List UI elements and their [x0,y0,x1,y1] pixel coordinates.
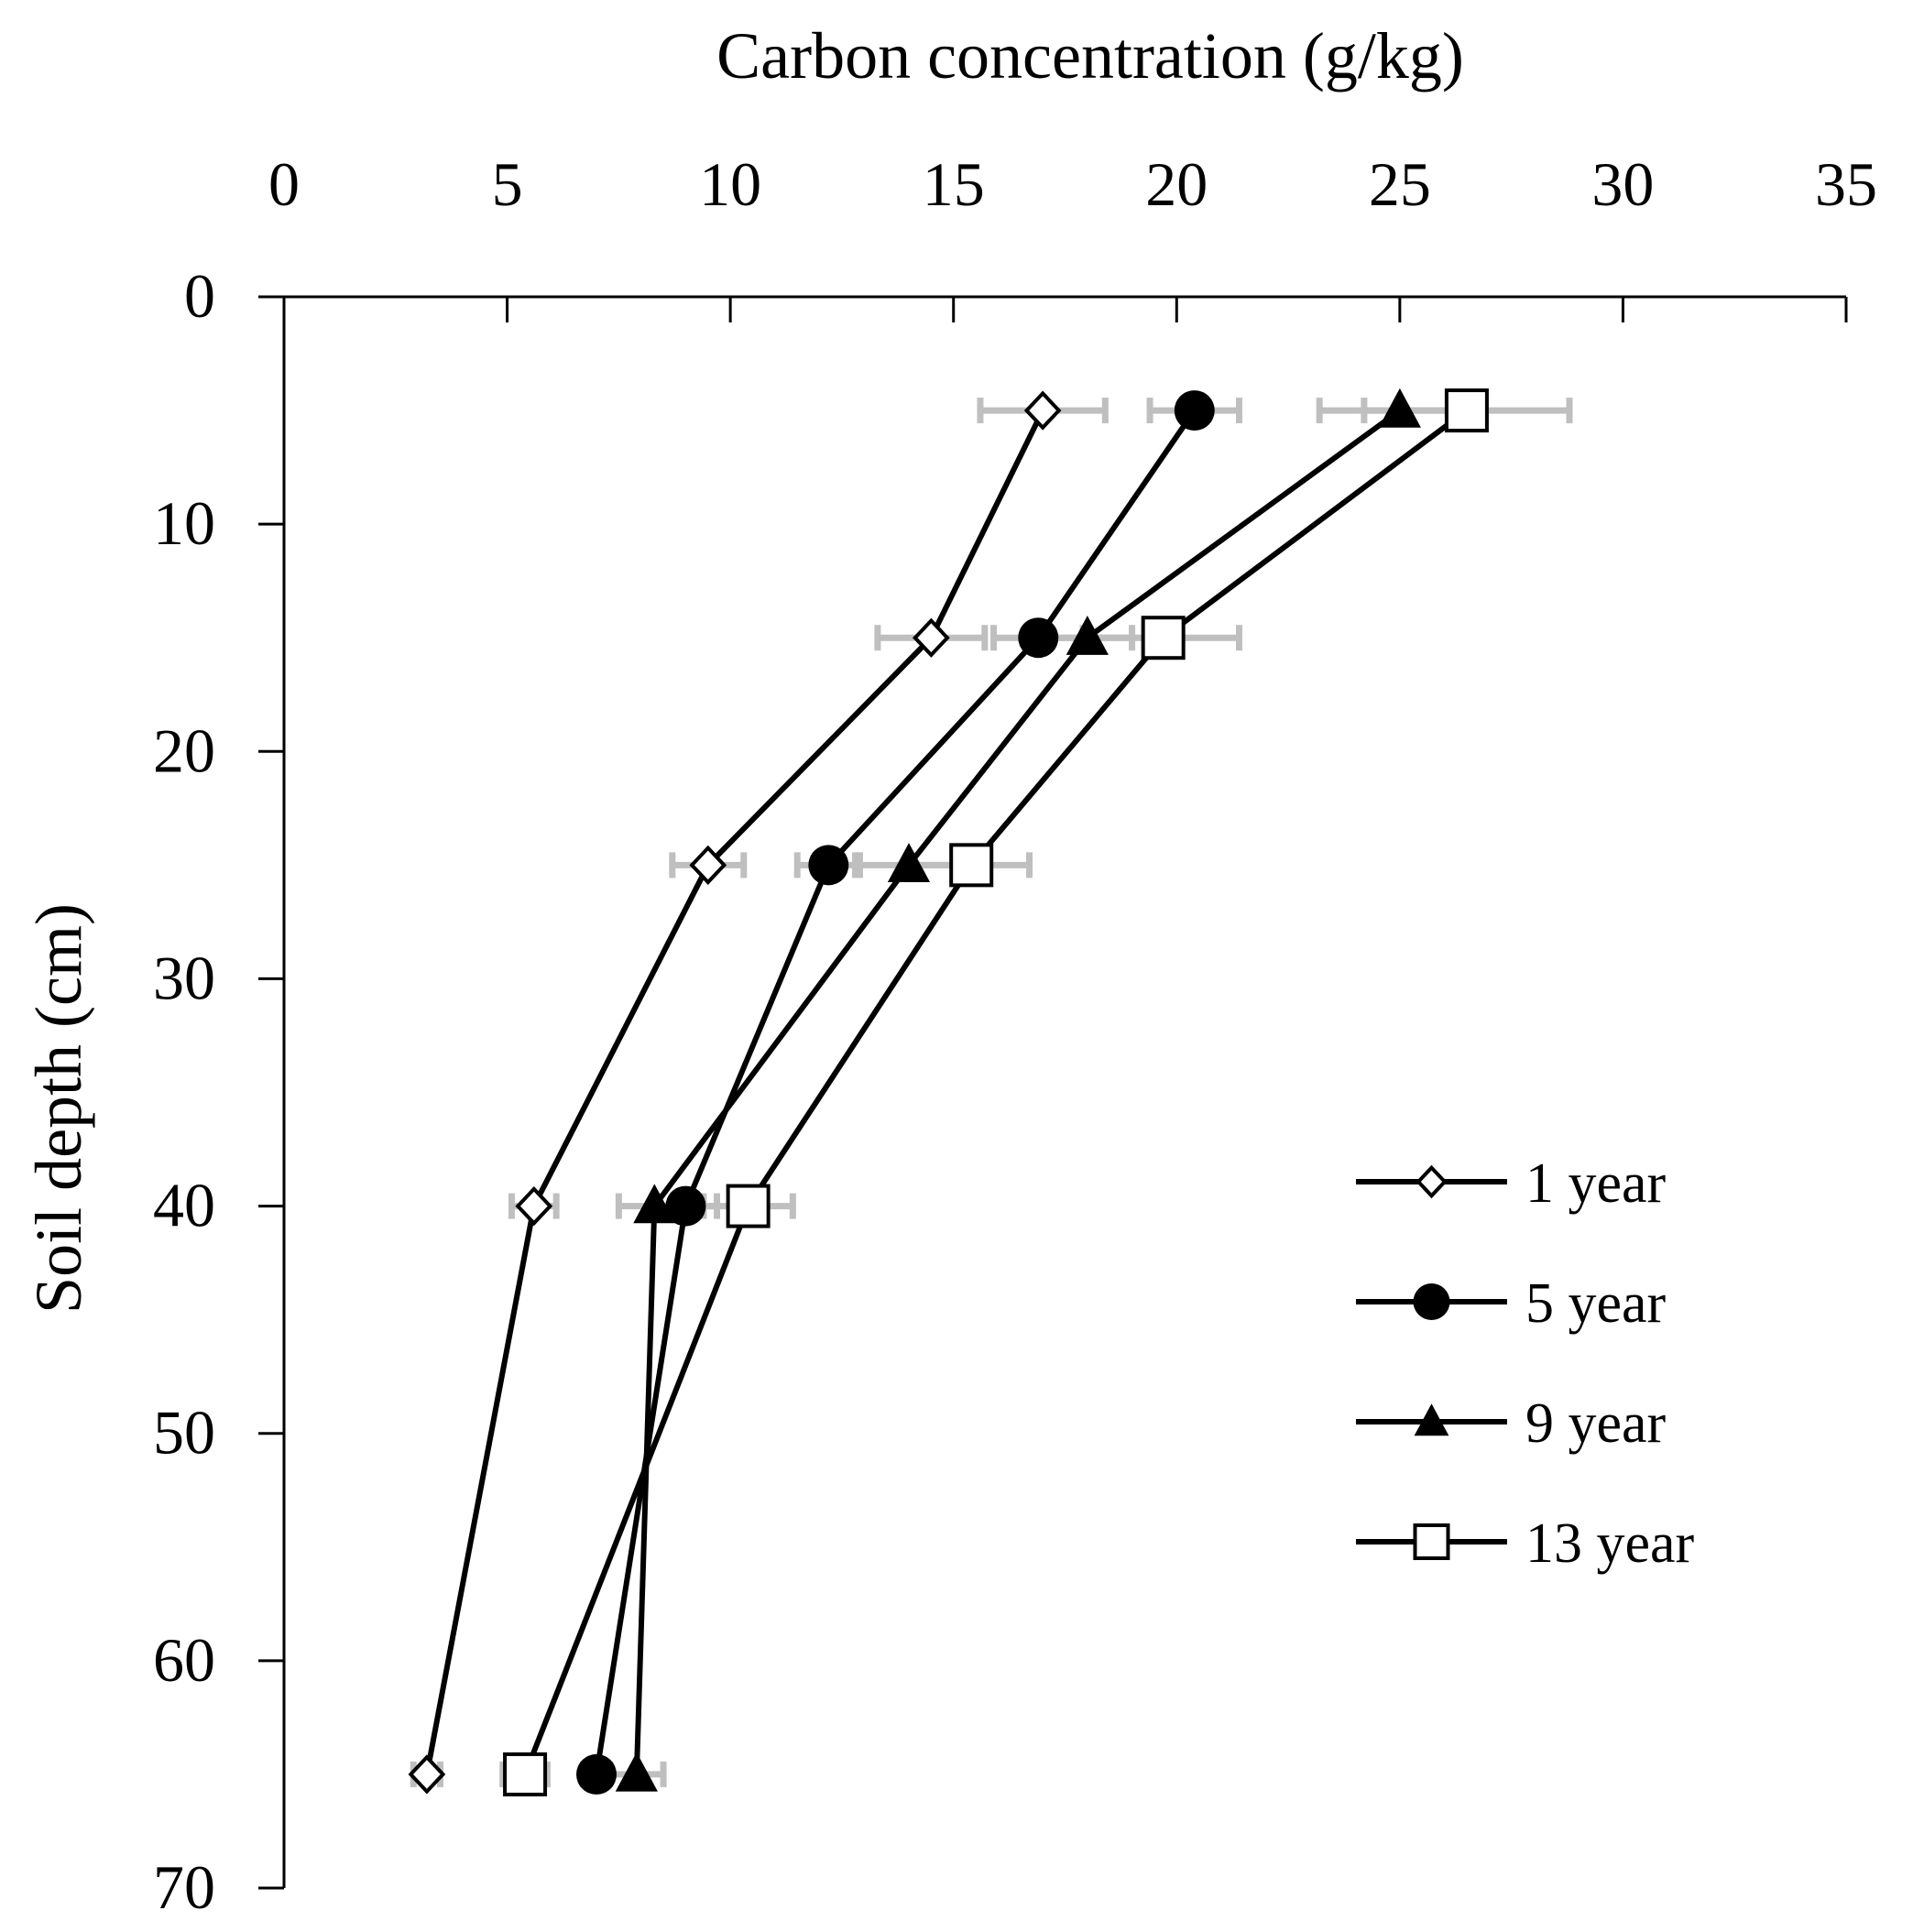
data-point-5-year [1174,390,1215,431]
data-point-13-year [949,843,994,888]
legend-marker-9-year [1414,1403,1449,1436]
legend-label: 13 year [1525,1512,1695,1575]
x-tick-label: 35 [1815,149,1877,219]
legend-label: 9 year [1525,1392,1667,1455]
legend-label: 1 year [1525,1152,1667,1215]
x-tick-label: 20 [1145,149,1208,219]
data-point-13-year [1141,616,1186,660]
data-point-1-year [689,845,727,885]
y-tick-label: 20 [153,715,215,785]
x-tick-label: 25 [1369,149,1431,219]
series-line-13-year [522,408,1469,1776]
series-line-5-year [594,409,1197,1775]
data-point-13-year [726,1184,771,1228]
data-point-5-year [665,1185,706,1227]
data-point-5-year [808,845,849,886]
data-point-1-year [515,1185,553,1227]
data-point-5-year [576,1753,617,1795]
y-tick-label: 10 [153,488,215,558]
y-tick-label: 0 [184,261,215,331]
data-point-1-year [1023,390,1062,431]
axes: 0 5 10 15 20 25 30 35 0 10 20 30 40 50 60 70 [153,149,1877,1922]
legend-item-13-year: 13 year [1356,1512,1695,1575]
y-tick-label: 50 [153,1398,215,1468]
data-point-5-year [1018,617,1059,659]
series-line-9-year [633,408,1402,1775]
y-axis-title: Soil depth (cm) [22,903,95,1314]
x-tick-label: 0 [268,149,300,219]
data-point-9-year [1378,387,1421,428]
legend-marker-1-year [1416,1164,1448,1199]
x-tick-label: 10 [699,149,761,219]
y-tick-label: 60 [153,1625,215,1695]
x-tick-label: 15 [923,149,985,219]
x-tick-label: 30 [1591,149,1654,219]
data-point-9-year [633,1184,676,1224]
data-markers [408,387,1489,1796]
legend-marker-5-year [1413,1283,1450,1320]
y-tick-label: 30 [153,943,215,1012]
legend-marker-13-year [1413,1523,1450,1560]
data-point-13-year [503,1752,548,1796]
y-tick-label: 40 [153,1171,215,1240]
legend: 1 year 5 year 9 year 13 year [1356,1152,1695,1575]
legend-item-5-year: 5 year [1356,1272,1667,1335]
error-bars [410,398,1573,1787]
data-point-1-year [913,617,950,658]
x-tick-label: 5 [492,149,523,219]
data-point-13-year [1444,388,1489,433]
series-lines [423,408,1469,1776]
data-point-9-year [615,1752,658,1792]
y-tick-label: 70 [153,1852,215,1922]
legend-item-9-year: 9 year [1356,1392,1667,1455]
data-point-1-year [408,1754,446,1795]
data-point-9-year [1066,616,1109,655]
x-axis-title: Carbon concentration (g/kg) [716,19,1464,93]
legend-label: 5 year [1525,1272,1667,1335]
data-point-9-year [887,843,931,883]
legend-item-1-year: 1 year [1356,1152,1667,1215]
